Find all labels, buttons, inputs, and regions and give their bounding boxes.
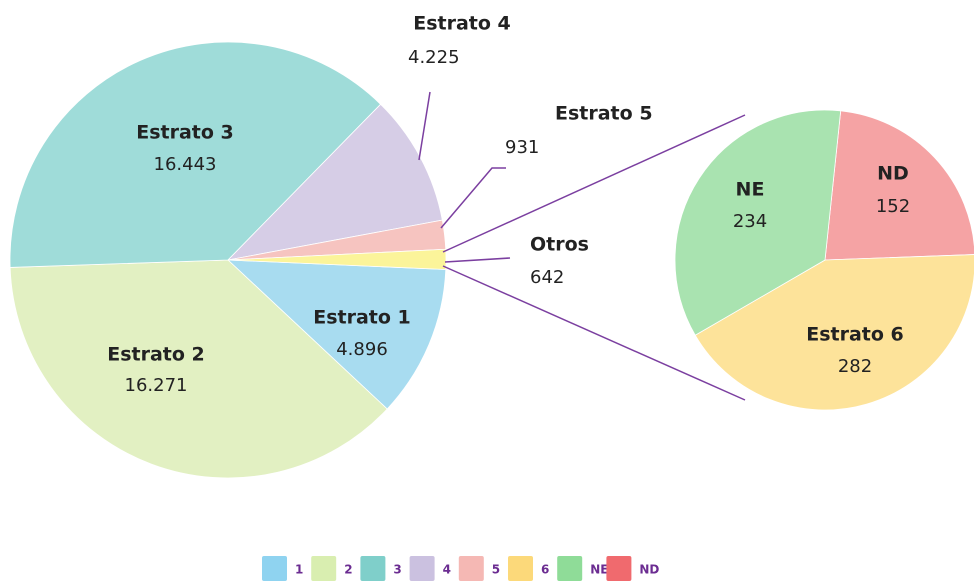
- legend-swatch: [409, 556, 435, 581]
- slice-label: Estrato 6: [806, 324, 904, 346]
- pie-slice: [824, 110, 974, 261]
- legend-swatch: [360, 556, 386, 581]
- labels: Estrato 1 4.896 Estrato 2 16.271 Estrato 3 16…: [107, 13, 652, 397]
- legend-label: NE: [590, 563, 608, 577]
- slice-label: Estrato 1: [313, 307, 411, 329]
- legend: 1 2 3 4 5 6 NE ND: [262, 556, 659, 581]
- slice-value: 931: [505, 137, 539, 158]
- legend-swatch: [508, 556, 533, 581]
- slice-label: Estrato 5: [555, 103, 653, 125]
- pie-slice: [226, 103, 443, 261]
- slice-value: 642: [530, 267, 564, 288]
- legend-swatch: [557, 556, 583, 581]
- slice-value: 4.896: [336, 339, 388, 360]
- slice-value: 282: [838, 356, 872, 377]
- legend-swatch: [606, 556, 632, 581]
- slice-value: 16.271: [125, 375, 188, 396]
- pie-slice: [226, 259, 447, 410]
- connector-line: [442, 114, 746, 253]
- pie-slice: [694, 254, 974, 411]
- legend-label: 1: [295, 563, 303, 577]
- legend-label: 3: [393, 563, 401, 577]
- pie: [674, 109, 974, 411]
- slice-label: NE: [736, 179, 765, 201]
- slice-label: Estrato 2: [107, 344, 205, 366]
- leader-line: [444, 257, 511, 263]
- legend-swatch: [311, 556, 337, 581]
- legend-label: 6: [541, 563, 549, 577]
- legend-label: 2: [344, 563, 352, 577]
- slice-value: 16.443: [154, 154, 217, 175]
- pie-slice: [9, 259, 388, 479]
- leader-line: [440, 167, 506, 229]
- pie-slice: [9, 41, 382, 268]
- legend-label: ND: [639, 563, 659, 577]
- slice-value: 234: [733, 211, 767, 232]
- labels: ND 152 Estrato 6 282 NE 234: [733, 163, 910, 378]
- legend-label: 5: [492, 563, 500, 577]
- legend-label: 4: [443, 563, 451, 577]
- slice-label: ND: [877, 163, 909, 185]
- pie-slice: [674, 109, 842, 336]
- leader-line: [418, 91, 431, 161]
- legend-swatch: [262, 556, 287, 581]
- connectors: [418, 91, 746, 401]
- slice-value: 4.225: [408, 47, 460, 68]
- slice-label: Estrato 4: [413, 13, 511, 35]
- legend-swatch: [458, 556, 484, 581]
- slice-label: Estrato 3: [136, 122, 234, 144]
- pie-slice: [227, 248, 447, 270]
- slice-label: Otros: [530, 234, 589, 256]
- connector-line: [442, 265, 746, 401]
- pie: [9, 41, 447, 479]
- slice-value: 152: [876, 196, 910, 217]
